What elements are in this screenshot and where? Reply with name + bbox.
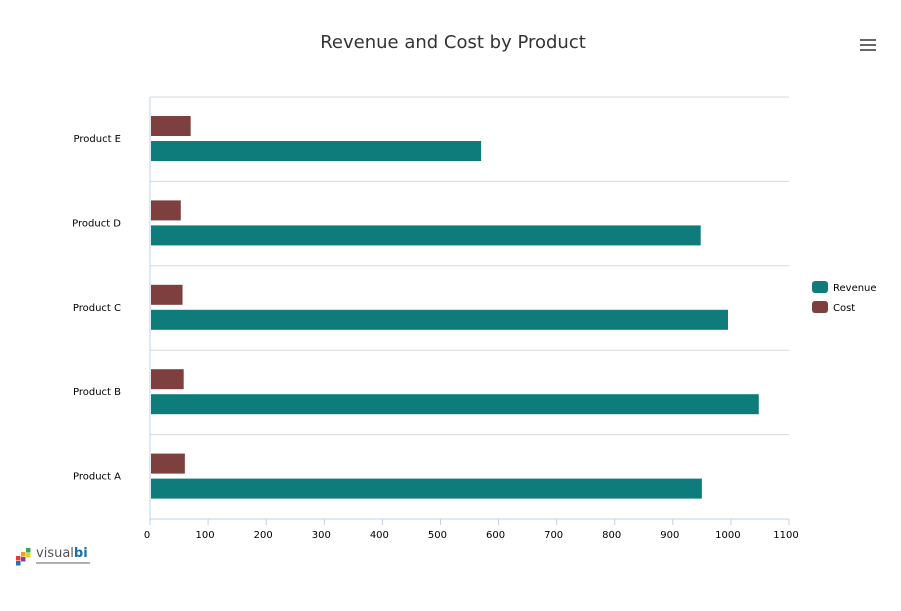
bar-cost[interactable] bbox=[151, 284, 183, 305]
legend-swatch[interactable] bbox=[812, 281, 828, 293]
logo-cube bbox=[21, 552, 26, 557]
category-label: Product E bbox=[74, 134, 121, 145]
logo-cube-icon bbox=[16, 548, 31, 566]
x-tick-label: 300 bbox=[312, 530, 331, 541]
x-tick-label: 700 bbox=[544, 530, 563, 541]
logo-cube bbox=[16, 561, 21, 566]
bars-layer bbox=[151, 116, 759, 499]
logo-cube bbox=[16, 556, 21, 561]
chart-title: Revenue and Cost by Product bbox=[320, 32, 586, 53]
bar-revenue[interactable] bbox=[151, 225, 701, 246]
category-label: Product C bbox=[73, 303, 121, 314]
bar-revenue[interactable] bbox=[151, 478, 702, 499]
x-tick-label: 400 bbox=[370, 530, 389, 541]
x-tick-label: 200 bbox=[254, 530, 273, 541]
grid-layer bbox=[150, 96, 789, 436]
x-tick-label: 1100 bbox=[773, 530, 798, 541]
legend[interactable]: Revenue Cost bbox=[812, 281, 877, 314]
x-tick-label: 900 bbox=[660, 530, 679, 541]
logo-cube bbox=[26, 548, 31, 553]
logo-wordmark: visualbi bbox=[36, 546, 88, 561]
category-label: Product D bbox=[72, 218, 121, 229]
legend-label[interactable]: Cost bbox=[833, 303, 855, 314]
bar-cost[interactable] bbox=[151, 200, 181, 221]
x-tick-label: 0 bbox=[144, 530, 150, 541]
x-tick-label: 100 bbox=[196, 530, 215, 541]
legend-swatch[interactable] bbox=[812, 301, 828, 313]
category-label: Product A bbox=[73, 472, 121, 483]
hamburger-menu-icon[interactable] bbox=[852, 32, 884, 58]
bar-revenue[interactable] bbox=[151, 141, 482, 161]
legend-label[interactable]: Revenue bbox=[833, 283, 877, 294]
bar-cost[interactable] bbox=[151, 369, 184, 390]
bar-revenue[interactable] bbox=[151, 394, 759, 415]
logo-cube bbox=[21, 557, 26, 562]
x-tick-label: 600 bbox=[486, 530, 505, 541]
menu-button[interactable] bbox=[852, 32, 884, 58]
axis-layer: 0 100 200 300 400 500 600 700 800 900 1000 1100 Prod… bbox=[72, 97, 799, 541]
bar-cost[interactable] bbox=[151, 453, 185, 474]
category-label: Product B bbox=[73, 387, 121, 398]
bar-revenue[interactable] bbox=[151, 309, 729, 330]
x-tick-label: 500 bbox=[428, 530, 447, 541]
logo-cube bbox=[26, 553, 31, 558]
logo-tagline bbox=[36, 562, 90, 564]
visualbi-logo: visualbi bbox=[14, 546, 94, 570]
x-tick-label: 800 bbox=[602, 530, 621, 541]
bar-cost[interactable] bbox=[151, 116, 191, 136]
x-tick-label: 1000 bbox=[715, 530, 740, 541]
